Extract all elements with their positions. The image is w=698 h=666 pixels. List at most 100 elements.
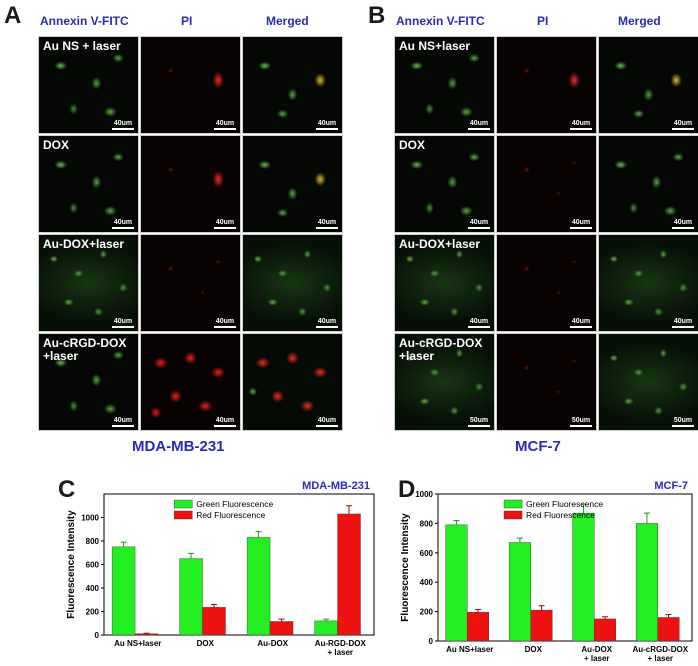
panel-letter-a: A	[4, 2, 22, 29]
panel-letter-c: C	[58, 476, 76, 503]
legend-swatch	[503, 510, 523, 520]
y-tick-label: 600	[86, 561, 100, 570]
x-category-label: DOX	[525, 645, 543, 654]
micrograph-a-r3-pi: 40um	[140, 234, 241, 332]
bar-red	[134, 633, 159, 636]
micrograph-b-r2-merged: 40um	[598, 135, 698, 233]
y-tick-label: 200	[420, 608, 434, 617]
bar-red	[594, 618, 617, 642]
bar-red	[657, 617, 680, 642]
row-label: DOX	[43, 138, 70, 152]
micrograph-b-r3-pi: 40um	[496, 234, 597, 332]
scale-bar: 40um	[316, 318, 338, 328]
scale-bar: 50um	[672, 417, 694, 427]
scale-bar: 40um	[672, 120, 694, 130]
micrograph-b-r4-merged: 50um	[598, 333, 698, 431]
row-label: Au NS+laser	[399, 39, 471, 53]
x-category-label: Au-DOX + laser	[581, 645, 612, 663]
scale-bar: 50um	[570, 417, 592, 427]
grid-a-title: MDA-MB-231	[132, 438, 225, 455]
bar-green	[314, 620, 338, 636]
scale-bar: 40um	[468, 318, 490, 328]
row-label: Au-cRGD-DOX +laser	[399, 336, 483, 363]
micrograph-a-r4-merged: 40um	[242, 333, 343, 431]
scale-bar: 40um	[316, 120, 338, 130]
micrograph-a-r1-pi: 40um	[140, 36, 241, 134]
bar-green	[179, 558, 203, 636]
grid-b-header-annexin: Annexin V-FITC	[396, 14, 485, 28]
grid-b-title: MCF-7	[515, 438, 561, 455]
scale-bar: 40um	[570, 318, 592, 328]
grid-b-header-merged: Merged	[618, 14, 661, 28]
scale-bar: 40um	[468, 120, 490, 130]
scale-bar: 50um	[468, 417, 490, 427]
row-label: Au-cRGD-DOX +laser	[43, 336, 127, 363]
scale-bar: 40um	[214, 318, 236, 328]
micrograph-a-r2-annexin: DOX 40um	[38, 135, 139, 233]
scale-bar: 40um	[112, 219, 134, 229]
scale-bar: 40um	[112, 417, 134, 427]
scale-bar: 40um	[672, 219, 694, 229]
y-tick-label: 400	[86, 584, 100, 593]
row-label: Au NS + laser	[43, 39, 121, 53]
micrograph-b-r3-merged: 40um	[598, 234, 698, 332]
scale-bar: 40um	[468, 219, 490, 229]
y-tick-label: 200	[86, 608, 100, 617]
y-axis-label: Fluorescence Intensity	[400, 513, 411, 622]
y-axis-label: Fluorescence Intensity	[66, 510, 77, 619]
y-tick-label: 0	[429, 637, 434, 646]
scale-bar: 40um	[112, 318, 134, 328]
y-tick-label: 600	[420, 549, 434, 558]
bar-red	[530, 609, 553, 642]
x-category-label: Au NS+laser	[446, 645, 493, 654]
micrograph-b-r4-annexin: Au-cRGD-DOX +laser 50um	[394, 333, 495, 431]
bar-green	[572, 512, 595, 642]
micrograph-b-r3-annexin: Au-DOX+laser 40um	[394, 234, 495, 332]
micrograph-a-r4-pi: 40um	[140, 333, 241, 431]
x-category-label: Au-RGD-DOX + laser	[315, 639, 367, 657]
x-category-label: Au-cRGD-DOX + laser	[632, 645, 688, 663]
micrograph-b-r1-annexin: Au NS+laser 40um	[394, 36, 495, 134]
legend-swatch	[173, 499, 193, 509]
bar-green	[445, 524, 468, 642]
micrograph-a-r2-pi: 40um	[140, 135, 241, 233]
bar-green	[635, 523, 658, 642]
scale-bar: 40um	[112, 120, 134, 130]
x-category-label: Au NS+laser	[114, 639, 161, 648]
grid-a-header-merged: Merged	[266, 14, 309, 28]
row-label: Au-DOX+laser	[43, 237, 125, 251]
chart-c-fluorescence-mda-mb-231: MDA-MB-231 0 200 400 600 800 1000 Fluorescence …	[66, 480, 375, 657]
grid-a-header-pi: PI	[181, 14, 193, 28]
legend-label: Red Fluorescence	[526, 510, 595, 520]
row-label: DOX	[399, 138, 426, 152]
chart-d-fluorescence-mcf-7: MCF-7 0 200 400 600 800 1000 Fluorescence Inten…	[400, 480, 693, 663]
chart-title: MCF-7	[654, 480, 688, 492]
scale-bar: 40um	[214, 120, 236, 130]
chart-title: MDA-MB-231	[302, 480, 370, 492]
y-tick-label: 800	[86, 537, 100, 546]
scale-bar: 40um	[214, 219, 236, 229]
legend-label: Green Fluorescence	[196, 499, 273, 509]
row-label: Au-DOX+laser	[399, 237, 481, 251]
bar-red	[202, 607, 226, 636]
x-category-label: Au-DOX	[257, 639, 288, 648]
micrograph-a-r1-annexin: Au NS + laser 40um	[38, 36, 139, 134]
bar-green	[111, 546, 136, 636]
bar-red	[269, 621, 294, 636]
micrograph-a-r3-annexin: Au-DOX+laser 40um	[38, 234, 139, 332]
micrograph-b-r2-pi: 40um	[496, 135, 597, 233]
micrograph-b-r2-annexin: DOX 40um	[394, 135, 495, 233]
scale-bar: 40um	[570, 120, 592, 130]
bar-red	[337, 513, 361, 636]
micrograph-b-r4-pi: 50um	[496, 333, 597, 431]
legend-swatch	[503, 499, 523, 509]
scale-bar: 40um	[214, 417, 236, 427]
y-tick-label: 0	[95, 631, 100, 640]
bar-red	[467, 612, 489, 642]
scale-bar: 40um	[672, 318, 694, 328]
micrograph-a-r3-merged: 40um	[242, 234, 343, 332]
legend-label: Green Fluorescence	[526, 499, 603, 509]
panel-letter-d: D	[398, 476, 416, 503]
scale-bar: 40um	[316, 219, 338, 229]
scale-bar: 40um	[316, 417, 338, 427]
